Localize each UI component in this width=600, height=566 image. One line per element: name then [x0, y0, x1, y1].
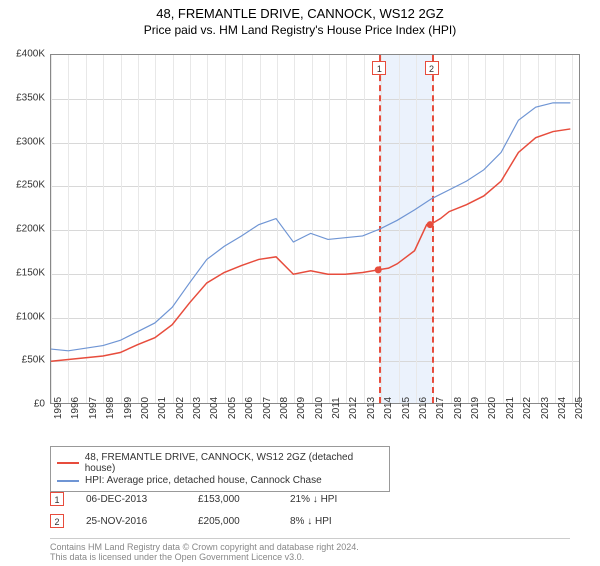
legend: 48, FREMANTLE DRIVE, CANNOCK, WS12 2GZ (…	[50, 446, 390, 492]
legend-swatch	[57, 462, 79, 464]
transaction-price: £153,000	[198, 494, 268, 505]
footer-note-line: This data is licensed under the Open Gov…	[50, 552, 570, 562]
page-title: 48, FREMANTLE DRIVE, CANNOCK, WS12 2GZ	[0, 6, 600, 21]
transaction-delta: 8% ↓ HPI	[290, 516, 332, 527]
transaction-row: 2 25-NOV-2016 £205,000 8% ↓ HPI	[50, 514, 570, 528]
footer-note: Contains HM Land Registry data © Crown c…	[50, 538, 570, 562]
legend-item: 48, FREMANTLE DRIVE, CANNOCK, WS12 2GZ (…	[57, 452, 383, 474]
transaction-delta: 21% ↓ HPI	[290, 494, 337, 505]
transaction-date: 25-NOV-2016	[86, 516, 176, 527]
legend-label: 48, FREMANTLE DRIVE, CANNOCK, WS12 2GZ (…	[85, 452, 383, 474]
transaction-price: £205,000	[198, 516, 268, 527]
page-subtitle: Price paid vs. HM Land Registry's House …	[0, 23, 600, 37]
chart: 12	[50, 54, 580, 404]
transaction-index-box: 2	[50, 514, 64, 528]
legend-item: HPI: Average price, detached house, Cann…	[57, 475, 383, 486]
chart-lines	[51, 55, 579, 403]
legend-swatch	[57, 480, 79, 482]
transaction-row: 1 06-DEC-2013 £153,000 21% ↓ HPI	[50, 492, 570, 506]
legend-label: HPI: Average price, detached house, Cann…	[85, 475, 322, 486]
footer-note-line: Contains HM Land Registry data © Crown c…	[50, 542, 570, 552]
transaction-index-box: 1	[50, 492, 64, 506]
transaction-date: 06-DEC-2013	[86, 494, 176, 505]
